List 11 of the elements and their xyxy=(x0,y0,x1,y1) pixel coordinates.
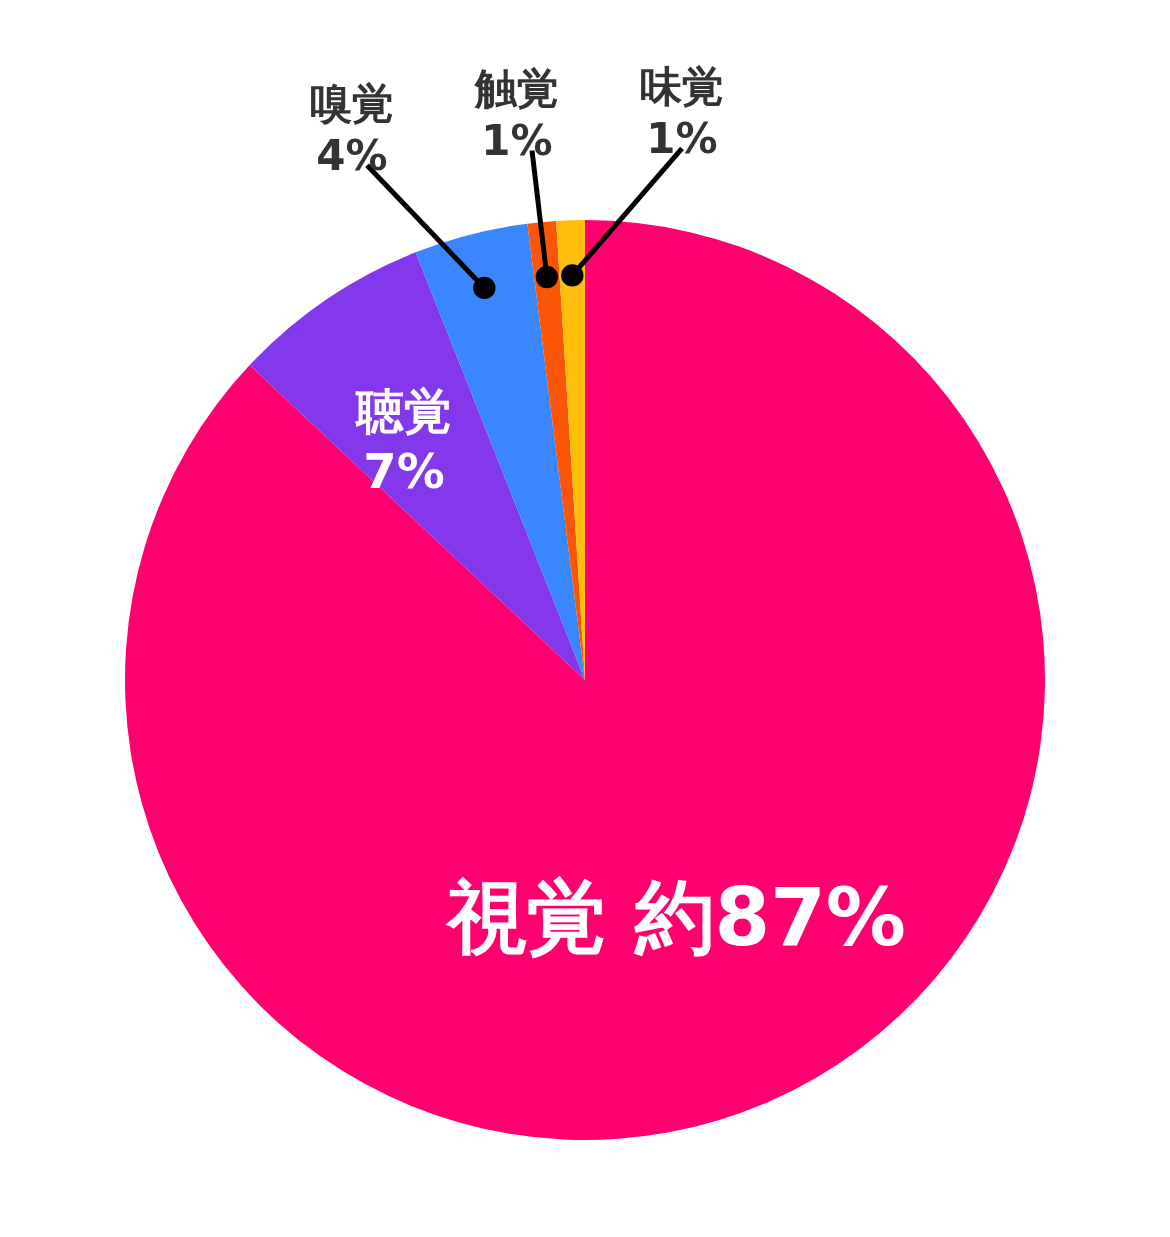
pie-slice xyxy=(125,220,1045,1140)
data-label: 1% xyxy=(646,114,718,164)
slice-label: 視覚 約87% xyxy=(444,871,907,965)
slice-label: 聴覚 xyxy=(354,382,453,439)
data-label: 1% xyxy=(481,116,553,166)
slice-label: 味覚 xyxy=(640,62,724,112)
slice-label: 嗅覚 xyxy=(310,79,394,129)
data-label: 7% xyxy=(363,442,445,499)
slice-label: 触覚 xyxy=(474,64,559,114)
data-label: 4% xyxy=(316,131,388,181)
pie-slice xyxy=(249,252,585,680)
